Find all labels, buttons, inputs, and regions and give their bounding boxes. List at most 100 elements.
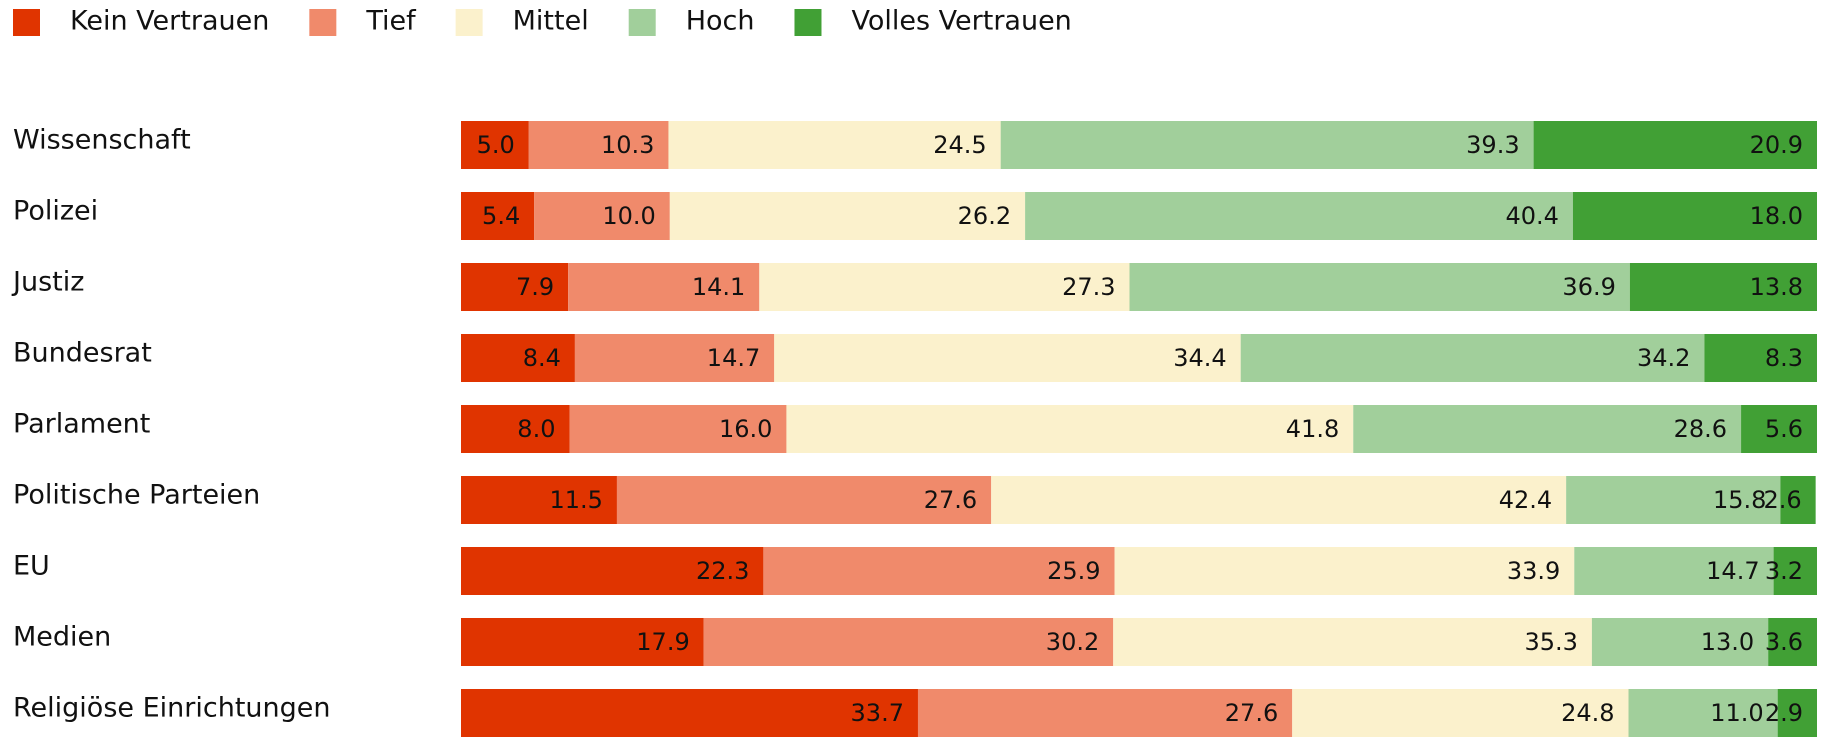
value-label: 13.8 [1750, 273, 1803, 301]
bar-segment [763, 547, 1115, 595]
value-label: 34.2 [1637, 344, 1690, 372]
bar-segment [461, 476, 617, 524]
bar-segment [1629, 263, 1817, 311]
value-label: 16.0 [719, 415, 772, 443]
bar-segment [461, 405, 570, 453]
bar-segment [1025, 192, 1573, 240]
value-label: 33.9 [1507, 557, 1560, 585]
value-label: 5.0 [477, 131, 515, 159]
bar-segment [774, 334, 1241, 382]
value-label: 22.3 [696, 557, 749, 585]
value-label: 14.1 [692, 273, 745, 301]
bar-segment [1591, 618, 1769, 666]
legend-label: Kein Vertrauen [70, 6, 269, 37]
legend-label: Volles Vertrauen [851, 6, 1071, 37]
bar-segment [1780, 476, 1816, 524]
value-label: 26.2 [958, 202, 1011, 230]
value-label: 27.6 [924, 486, 977, 514]
value-label: 8.0 [517, 415, 555, 443]
value-label: 13.0 [1701, 628, 1754, 656]
value-label: 20.9 [1750, 131, 1803, 159]
bar-segment [461, 334, 575, 382]
legend-swatch [309, 9, 337, 36]
bar-segment [1574, 547, 1774, 595]
value-label: 35.3 [1524, 628, 1577, 656]
value-label: 3.2 [1765, 557, 1803, 585]
value-label: 8.3 [1765, 344, 1803, 372]
bar-segment [461, 689, 918, 737]
bar-segment [1113, 618, 1592, 666]
bar-segment [568, 263, 760, 311]
value-label: 30.2 [1046, 628, 1099, 656]
bar-segment [1533, 121, 1817, 169]
category-label: Bundesrat [13, 338, 152, 369]
legend-swatch [13, 9, 40, 36]
bar-segment [1566, 476, 1781, 524]
value-label: 39.3 [1466, 131, 1519, 159]
value-label: 28.6 [1674, 415, 1727, 443]
bar-segment [1773, 547, 1817, 595]
bar-segment [528, 121, 669, 169]
bar-segment [1628, 689, 1778, 737]
legend-swatch [455, 9, 483, 36]
bar-segment [461, 263, 569, 311]
value-label: 42.4 [1499, 486, 1552, 514]
bar-segment [668, 121, 1001, 169]
value-label: 11.5 [550, 486, 603, 514]
value-label: 18.0 [1750, 202, 1803, 230]
value-label: 8.4 [523, 344, 561, 372]
value-label: 40.4 [1505, 202, 1558, 230]
category-label: Medien [13, 622, 111, 653]
bar-segment [616, 476, 992, 524]
bar-segment [1353, 405, 1742, 453]
value-label: 5.6 [1765, 415, 1803, 443]
bar-segment [1741, 405, 1817, 453]
bar-segment [786, 405, 1354, 453]
legend-label: Mittel [513, 6, 589, 37]
value-label: 15.8 [1713, 486, 1766, 514]
bar-segment [991, 476, 1567, 524]
bar-segment [1240, 334, 1705, 382]
bar-segment [1777, 689, 1817, 737]
category-label: Parlament [13, 409, 150, 440]
legend-label: Tief [365, 6, 417, 37]
category-label: Wissenschaft [13, 125, 191, 156]
bar-segment [461, 618, 704, 666]
value-label: 10.0 [602, 202, 655, 230]
value-label: 41.8 [1286, 415, 1339, 443]
bar-segment [574, 334, 775, 382]
legend-label: Hoch [686, 6, 755, 37]
value-label: 11.0 [1710, 699, 1763, 727]
bar-segment [1572, 192, 1817, 240]
bar-segment [1000, 121, 1534, 169]
value-label: 33.7 [851, 699, 904, 727]
value-label: 10.3 [601, 131, 654, 159]
value-label: 14.7 [707, 344, 760, 372]
category-label: Religiöse Einrichtungen [13, 693, 331, 724]
bar-segment [534, 192, 670, 240]
value-label: 7.9 [516, 273, 554, 301]
legend-swatch [794, 9, 822, 36]
bar-segment [569, 405, 787, 453]
bar-segment [1768, 618, 1817, 666]
bar-segment [703, 618, 1114, 666]
value-label: 34.4 [1173, 344, 1226, 372]
value-label: 25.9 [1047, 557, 1100, 585]
bar-segment [461, 192, 535, 240]
legend-swatch [628, 9, 656, 36]
bar-segment [1704, 334, 1817, 382]
value-label: 14.7 [1706, 557, 1759, 585]
value-label: 17.9 [636, 628, 689, 656]
value-label: 2.6 [1763, 486, 1801, 514]
bar-segment [917, 689, 1293, 737]
value-label: 24.5 [933, 131, 986, 159]
bar-segment [1129, 263, 1630, 311]
bar-segment [759, 263, 1130, 311]
value-label: 36.9 [1562, 273, 1615, 301]
bar-segment [461, 121, 529, 169]
value-label: 3.6 [1765, 628, 1803, 656]
category-label: Politische Parteien [13, 480, 260, 511]
bar-segment [1114, 547, 1575, 595]
value-label: 2.9 [1765, 699, 1803, 727]
